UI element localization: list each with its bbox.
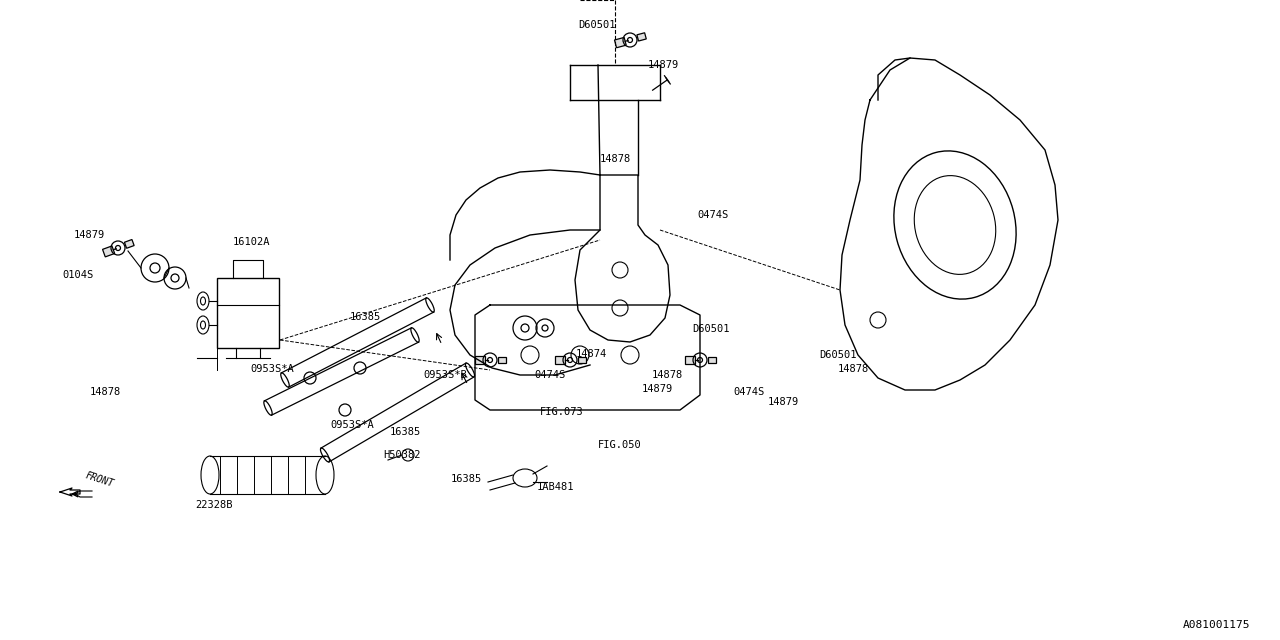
Text: 22328B: 22328B <box>195 500 233 510</box>
Text: D60501: D60501 <box>692 324 730 334</box>
Text: D60501: D60501 <box>819 350 856 360</box>
Polygon shape <box>556 356 564 364</box>
Text: H50382: H50382 <box>383 450 421 460</box>
Text: FIG.073: FIG.073 <box>540 407 584 417</box>
Text: 14878: 14878 <box>652 370 684 380</box>
Text: 14878: 14878 <box>90 387 122 397</box>
Text: 0474S: 0474S <box>534 370 566 380</box>
Text: 16385: 16385 <box>390 427 421 437</box>
Polygon shape <box>685 356 695 364</box>
Text: 14879: 14879 <box>74 230 105 240</box>
Text: 0474S: 0474S <box>733 387 764 397</box>
Polygon shape <box>637 33 646 41</box>
Text: 16102A: 16102A <box>233 237 270 247</box>
Text: 14879: 14879 <box>648 60 680 70</box>
Polygon shape <box>475 356 485 364</box>
Text: 14878: 14878 <box>600 154 631 164</box>
Text: A081001175: A081001175 <box>1183 620 1251 630</box>
Polygon shape <box>579 357 586 364</box>
Polygon shape <box>124 239 134 248</box>
Text: 1AB481: 1AB481 <box>538 482 575 492</box>
Polygon shape <box>614 37 626 48</box>
Polygon shape <box>708 357 716 364</box>
Text: 0953S*A: 0953S*A <box>330 420 374 430</box>
Text: 14879: 14879 <box>768 397 799 407</box>
Text: 0104S: 0104S <box>61 270 93 280</box>
Text: 14878: 14878 <box>838 364 869 374</box>
Text: 0474S: 0474S <box>698 210 728 220</box>
Polygon shape <box>102 246 115 257</box>
Text: 16385: 16385 <box>451 474 483 484</box>
Text: 16385: 16385 <box>349 312 381 322</box>
Polygon shape <box>498 357 506 364</box>
Text: 14874: 14874 <box>576 349 607 359</box>
Text: 14879: 14879 <box>643 384 673 394</box>
Text: 0953S*B: 0953S*B <box>422 370 467 380</box>
Text: D60501: D60501 <box>579 20 616 30</box>
Text: FRONT: FRONT <box>84 470 115 489</box>
Text: 0953S*A: 0953S*A <box>250 364 293 374</box>
Text: FIG.050: FIG.050 <box>598 440 641 450</box>
